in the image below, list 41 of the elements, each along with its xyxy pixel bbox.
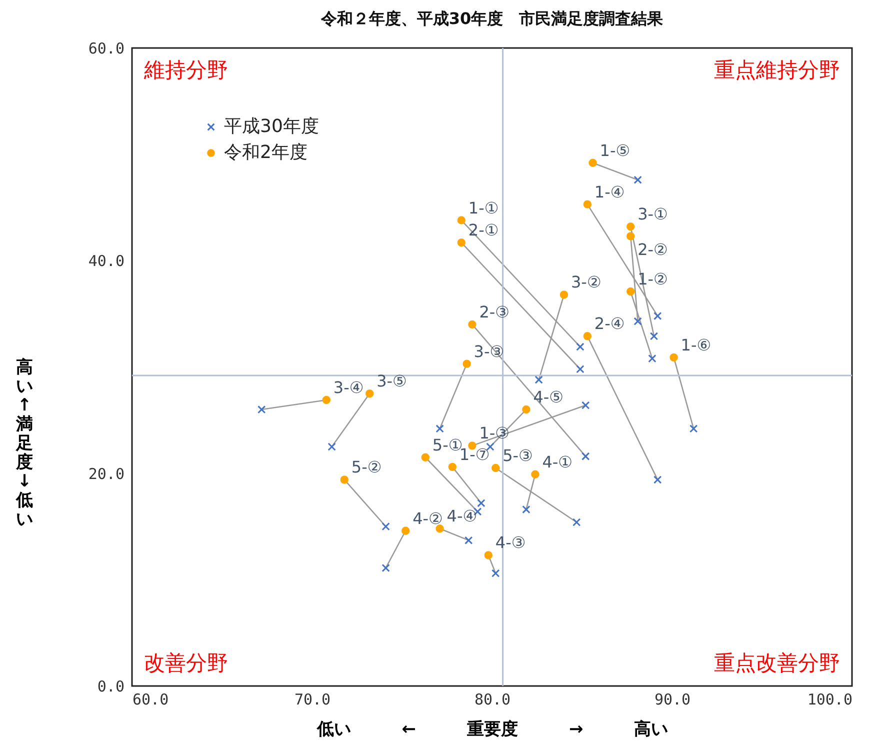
annotation: 1-②	[638, 270, 668, 289]
annotation: 3-②	[571, 272, 602, 292]
x-axis-title: 低い ← 重要度 → 高い	[316, 720, 668, 740]
y-tick-label: 0.0	[97, 678, 124, 696]
y-tick-label: 20.0	[88, 464, 124, 483]
y-tick-label: 40.0	[88, 252, 124, 270]
annotation: 2-①	[468, 220, 499, 240]
text: 高い ↑ 満足度 ↓ 低い	[16, 358, 33, 530]
annotation: 1-④	[594, 182, 625, 202]
x-tick-label: 90.0	[654, 690, 691, 708]
annotation: 維持分野	[143, 58, 228, 82]
x-tick-label: 70.0	[294, 690, 331, 708]
annotation: 5-③	[502, 446, 533, 466]
annotation: 3-⑤	[376, 372, 407, 391]
annotation: 2-④	[594, 314, 625, 334]
x-tick-label: 80.0	[474, 690, 511, 708]
annotation: 1-①	[468, 198, 499, 218]
legend-label: 令和2年度	[224, 142, 308, 163]
x-tick-label: 100.0	[807, 690, 852, 708]
annotation: 4-①	[542, 452, 572, 472]
legend-label: 平成30年度	[224, 116, 319, 137]
chart-title: 令和２年度、平成30年度 市民満足度調査結果	[320, 9, 664, 28]
annotation: 2-②	[638, 240, 668, 260]
annotation: 1-③	[479, 424, 510, 443]
annotation: 3-①	[638, 204, 668, 224]
annotation: 3-③	[474, 342, 504, 361]
annotation: 4-②	[412, 508, 443, 528]
annotation: 3-④	[333, 378, 364, 397]
annotation: 4-③	[495, 533, 526, 552]
annotation: 重点維持分野	[714, 58, 840, 82]
annotation: 重点改善分野	[714, 651, 840, 675]
annotation: 1-⑥	[680, 335, 712, 354]
annotation: 改善分野	[144, 651, 228, 675]
annotation: 5-②	[351, 458, 382, 477]
annotation: 2-③	[479, 302, 510, 322]
x-tick-label: 60.0	[132, 690, 169, 708]
annotation: 4-④	[446, 506, 478, 526]
annotation: 1-⑤	[600, 140, 630, 160]
annotation: 4-⑤	[533, 388, 564, 407]
annotation: 5-①	[432, 435, 463, 454]
y-tick-label: 60.0	[88, 40, 124, 58]
